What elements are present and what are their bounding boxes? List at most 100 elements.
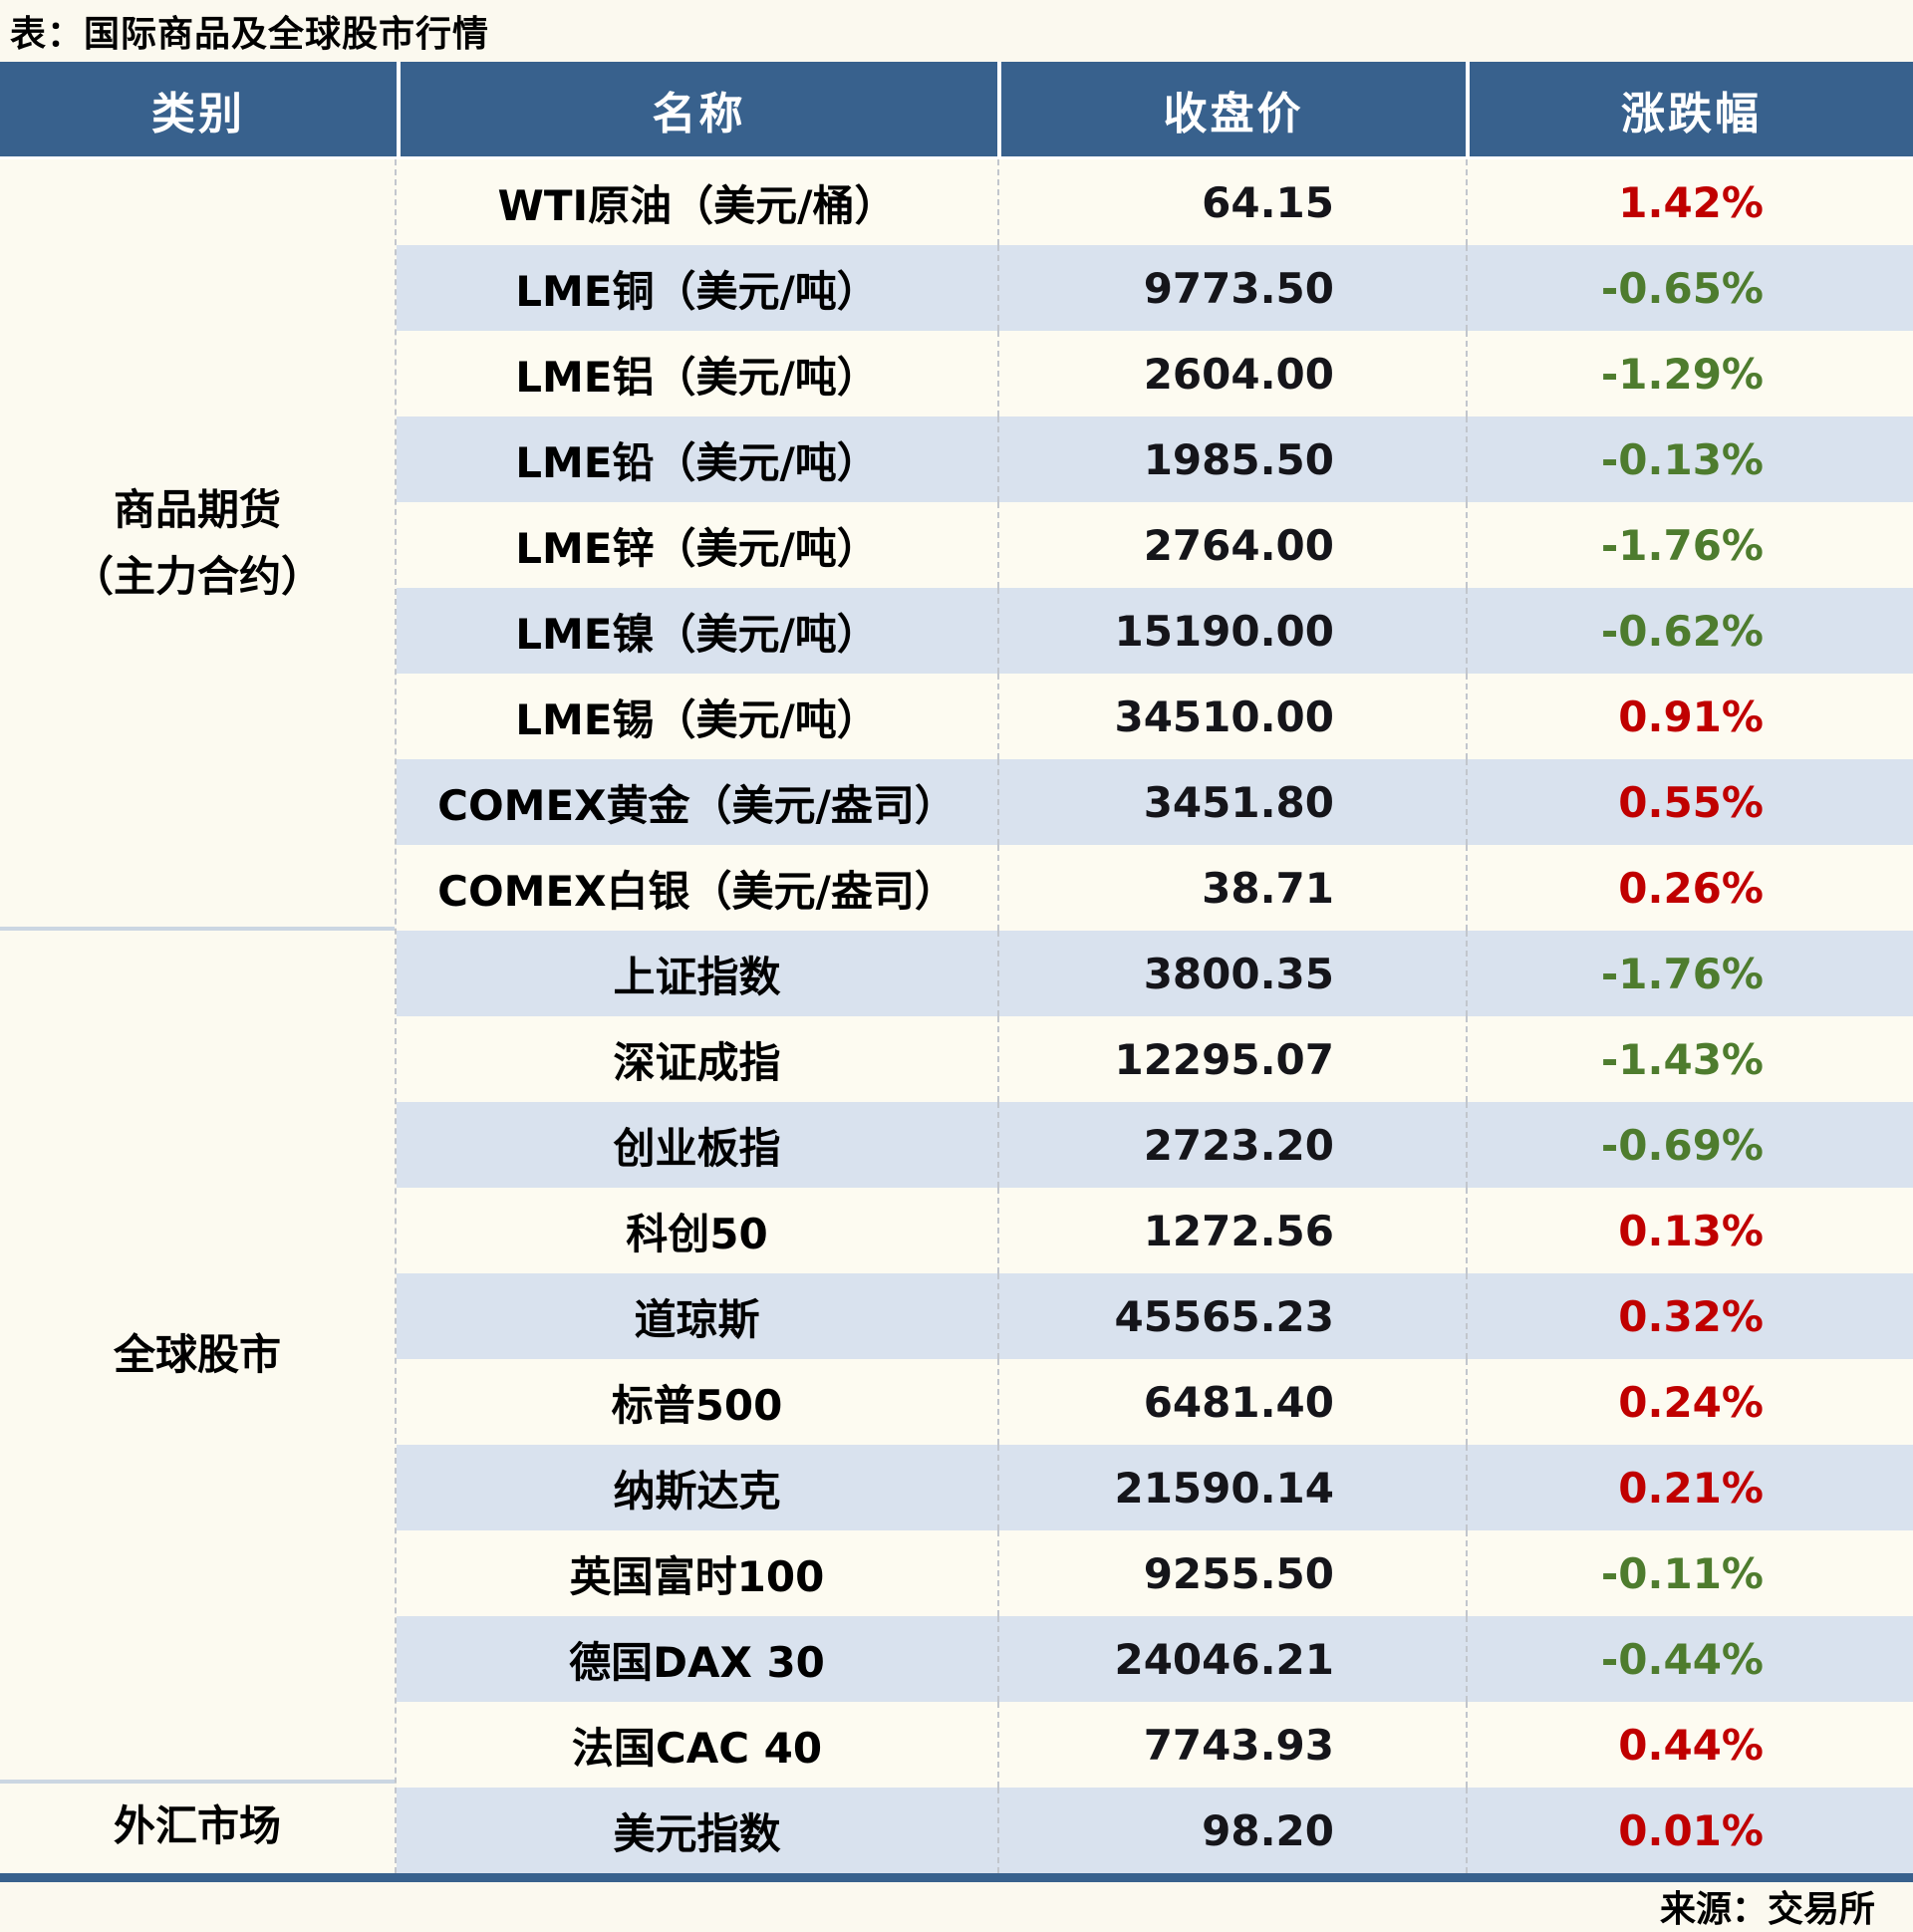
table-row: 英国富时100 9255.50 -0.11% [397, 1530, 1913, 1616]
close-cell: 21590.14 [997, 1445, 1466, 1530]
close-cell: 45565.23 [997, 1273, 1466, 1359]
close-cell: 7743.93 [997, 1702, 1466, 1788]
change-cell: 0.21% [1466, 1445, 1913, 1530]
table-row: 科创50 1272.56 0.13% [397, 1188, 1913, 1273]
table-header-row: 类别 名称 收盘价 涨跌幅 [0, 62, 1913, 159]
close-cell: 15190.00 [997, 588, 1466, 674]
table-body: 商品期货 （主力合约） 全球股市 外汇市场 WTI原油（美元/桶） 64.15 … [0, 159, 1913, 1873]
close-cell: 24046.21 [997, 1616, 1466, 1702]
table-row: 纳斯达克 21590.14 0.21% [397, 1445, 1913, 1530]
change-cell: -0.11% [1466, 1530, 1913, 1616]
close-cell: 38.71 [997, 845, 1466, 931]
table-row: 深证成指 12295.07 -1.43% [397, 1016, 1913, 1102]
close-cell: 34510.00 [997, 674, 1466, 759]
name-cell: 道琼斯 [634, 1294, 760, 1344]
source-bar: 来源：交易所 [0, 1882, 1913, 1930]
name-cell: 上证指数 [613, 952, 781, 1001]
category-cell-commodity-futures: 商品期货 （主力合约） [0, 159, 395, 931]
change-cell: 0.55% [1466, 759, 1913, 845]
rows-column: WTI原油（美元/桶） 64.15 1.42% LME铜（美元/吨） 9773.… [397, 159, 1913, 1873]
close-cell: 98.20 [997, 1788, 1466, 1873]
change-cell: -0.44% [1466, 1616, 1913, 1702]
table-row: 标普500 6481.40 0.24% [397, 1359, 1913, 1445]
close-cell: 9255.50 [997, 1530, 1466, 1616]
name-cell: 科创50 [626, 1209, 768, 1258]
category-label: 外汇市场 [113, 1801, 281, 1851]
name-cell: 纳斯达克 [613, 1466, 781, 1516]
header-cell-category: 类别 [151, 88, 245, 139]
source-note: 来源：交易所 [1659, 1888, 1875, 1930]
table-row: 创业板指 2723.20 -0.69% [397, 1102, 1913, 1188]
category-column: 商品期货 （主力合约） 全球股市 外汇市场 [0, 159, 397, 1873]
name-cell: LME铜（美元/吨） [515, 266, 879, 316]
table-row: 上证指数 3800.35 -1.76% [397, 931, 1913, 1016]
change-cell: -0.65% [1466, 245, 1913, 331]
name-cell: 深证成指 [613, 1037, 781, 1087]
page-title: 表：国际商品及全球股市行情 [10, 14, 490, 55]
table-row: COMEX白银（美元/盎司） 38.71 0.26% [397, 845, 1913, 931]
category-label: 全球股市 [113, 1330, 281, 1380]
close-cell: 6481.40 [997, 1359, 1466, 1445]
change-cell: 0.01% [1466, 1788, 1913, 1873]
category-label: 商品期货 [113, 484, 281, 534]
close-cell: 9773.50 [997, 245, 1466, 331]
close-cell: 1272.56 [997, 1188, 1466, 1273]
change-cell: -0.69% [1466, 1102, 1913, 1188]
name-cell: WTI原油（美元/桶） [497, 180, 897, 230]
table-row: 美元指数 98.20 0.01% [397, 1788, 1913, 1873]
change-cell: 0.32% [1466, 1273, 1913, 1359]
close-cell: 64.15 [997, 159, 1466, 245]
change-cell: -1.76% [1466, 502, 1913, 588]
table-row: 法国CAC 40 7743.93 0.44% [397, 1702, 1913, 1788]
close-cell: 1985.50 [997, 416, 1466, 502]
close-cell: 3800.35 [997, 931, 1466, 1016]
name-cell: 标普500 [611, 1380, 783, 1430]
close-cell: 3451.80 [997, 759, 1466, 845]
change-cell: -0.13% [1466, 416, 1913, 502]
table-row: LME铅（美元/吨） 1985.50 -0.13% [397, 416, 1913, 502]
change-cell: -1.29% [1466, 331, 1913, 416]
name-cell: LME铝（美元/吨） [515, 352, 879, 402]
table-row: COMEX黄金（美元/盎司） 3451.80 0.55% [397, 759, 1913, 845]
change-cell: 1.42% [1466, 159, 1913, 245]
bottom-accent-bar [0, 1873, 1913, 1882]
close-cell: 2723.20 [997, 1102, 1466, 1188]
name-cell: COMEX白银（美元/盎司） [437, 866, 956, 916]
close-cell: 2764.00 [997, 502, 1466, 588]
change-cell: -0.62% [1466, 588, 1913, 674]
table-row: LME铜（美元/吨） 9773.50 -0.65% [397, 245, 1913, 331]
category-cell-global-stocks: 全球股市 [0, 931, 395, 1784]
name-cell: 美元指数 [613, 1808, 781, 1858]
header-cell-change: 涨跌幅 [1466, 62, 1913, 156]
close-cell: 2604.00 [997, 331, 1466, 416]
name-cell: LME锌（美元/吨） [515, 523, 879, 573]
table-row: LME锌（美元/吨） 2764.00 -1.76% [397, 502, 1913, 588]
table-row: WTI原油（美元/桶） 64.15 1.42% [397, 159, 1913, 245]
table-row: LME铝（美元/吨） 2604.00 -1.29% [397, 331, 1913, 416]
table-row: LME镍（美元/吨） 15190.00 -0.62% [397, 588, 1913, 674]
name-cell: 英国富时100 [569, 1551, 825, 1601]
category-cell-fx-market: 外汇市场 [0, 1784, 395, 1869]
header-cell-name: 名称 [397, 62, 997, 156]
change-cell: 0.44% [1466, 1702, 1913, 1788]
title-bar: 表：国际商品及全球股市行情 [0, 0, 1913, 62]
category-label: （主力合约） [71, 552, 323, 601]
table-row: 德国DAX 30 24046.21 -0.44% [397, 1616, 1913, 1702]
name-cell: LME镍（美元/吨） [515, 609, 879, 659]
change-cell: -1.43% [1466, 1016, 1913, 1102]
close-cell: 12295.07 [997, 1016, 1466, 1102]
change-cell: 0.26% [1466, 845, 1913, 931]
name-cell: 法国CAC 40 [571, 1723, 823, 1773]
table-row: LME锡（美元/吨） 34510.00 0.91% [397, 674, 1913, 759]
name-cell: 德国DAX 30 [569, 1637, 825, 1687]
change-cell: -1.76% [1466, 931, 1913, 1016]
table-row: 道琼斯 45565.23 0.32% [397, 1273, 1913, 1359]
change-cell: 0.24% [1466, 1359, 1913, 1445]
name-cell: 创业板指 [613, 1123, 781, 1173]
change-cell: 0.91% [1466, 674, 1913, 759]
name-cell: LME锡（美元/吨） [515, 694, 879, 744]
name-cell: LME铅（美元/吨） [515, 437, 879, 487]
change-cell: 0.13% [1466, 1188, 1913, 1273]
name-cell: COMEX黄金（美元/盎司） [437, 780, 956, 830]
